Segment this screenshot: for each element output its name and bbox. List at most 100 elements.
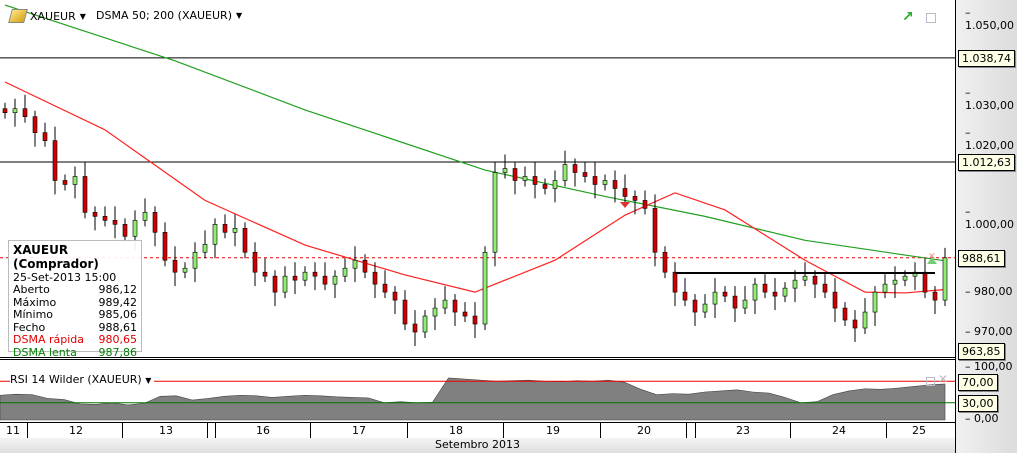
- candle: [412, 323, 418, 333]
- candle: [242, 228, 248, 253]
- dropdown-arrow-icon: ▼: [145, 376, 152, 385]
- trend-icon[interactable]: ↗: [902, 9, 914, 25]
- candle: [192, 251, 198, 269]
- candle: [852, 319, 858, 329]
- date-separator: [695, 423, 696, 438]
- info-value: 985,06: [98, 308, 138, 321]
- rsi-tag-lower: 30,00: [958, 395, 998, 412]
- candle: [302, 271, 308, 281]
- month-label: Setembro 2013: [0, 438, 955, 453]
- price-tag-low: 963,85: [958, 343, 1005, 360]
- date-separator: [407, 423, 408, 438]
- candle: [792, 279, 798, 289]
- candle: [422, 315, 428, 333]
- price-tick: – 1.000,00: [965, 205, 1014, 232]
- date-label: 25: [912, 424, 926, 437]
- candle: [212, 224, 218, 245]
- rsi-selector[interactable]: RSI 14 Wilder (XAUEUR) ▼: [10, 373, 155, 386]
- candle: [532, 176, 538, 185]
- maximize-icon[interactable]: [926, 13, 936, 23]
- info-label: Aberto: [13, 283, 50, 296]
- date-separator: [790, 423, 791, 438]
- candle: [552, 180, 558, 189]
- close-icon[interactable]: ✕: [938, 372, 949, 386]
- candle: [122, 224, 128, 237]
- info-value: 986,12: [98, 283, 138, 296]
- rsi-chart[interactable]: [0, 360, 955, 422]
- price-tag-line2: 1.012,63: [958, 154, 1015, 171]
- candle: [542, 184, 548, 189]
- candle: [372, 271, 378, 285]
- candle: [782, 287, 788, 297]
- candle: [32, 116, 38, 133]
- candle: [382, 283, 388, 293]
- maximize-icon[interactable]: [926, 377, 935, 386]
- candle: [602, 180, 608, 185]
- date-label: 24: [832, 424, 846, 437]
- candle: [512, 168, 518, 181]
- candle: [872, 291, 878, 313]
- candle: [622, 188, 628, 197]
- rsi-title: RSI 14 Wilder (XAUEUR): [10, 373, 142, 386]
- info-value: 987,86: [98, 345, 138, 359]
- candle: [112, 220, 118, 225]
- candle: [222, 224, 228, 233]
- candle: [702, 303, 708, 313]
- date-separator: [215, 423, 216, 438]
- candle: [202, 243, 208, 253]
- symbol-label: XAUEUR: [30, 9, 76, 23]
- buy-signal-icon: [927, 257, 937, 264]
- date-label: 17: [352, 424, 366, 437]
- candle: [472, 315, 478, 325]
- price-axis[interactable]: – 1.050,00 – 1.030,00 – 1.020,00 – 1.000,00…: [955, 0, 1017, 453]
- date-label: 18: [449, 424, 463, 437]
- candle: [752, 283, 758, 301]
- info-label: Fecho: [13, 320, 46, 334]
- rsi-tick: – 100,00: [965, 360, 1013, 373]
- date-label: 19: [546, 424, 560, 437]
- indicator-selector[interactable]: DSMA 50; 200 (XAUEUR) ▼: [96, 9, 242, 22]
- info-row: Aberto 986,12: [13, 283, 138, 297]
- date-separator: [27, 423, 28, 438]
- candle: [462, 311, 468, 317]
- candle: [902, 275, 908, 281]
- rsi-tick: – 0,00: [965, 412, 999, 425]
- candle: [142, 212, 148, 221]
- price-chart[interactable]: ✕: [0, 0, 955, 357]
- candle: [692, 299, 698, 313]
- candle: [892, 279, 898, 285]
- candle: [312, 271, 318, 277]
- candle: [162, 232, 168, 261]
- candle: [652, 208, 658, 253]
- candle: [402, 299, 408, 325]
- candle: [742, 299, 748, 309]
- candle: [22, 108, 28, 117]
- candle: [592, 176, 598, 185]
- candle: [722, 291, 728, 297]
- date-separator: [122, 423, 123, 438]
- date-axis: 11 12 13 16 17 18 19 20 23 24 25: [0, 422, 955, 439]
- candle: [492, 172, 498, 253]
- candle: [482, 251, 488, 325]
- candle: [12, 108, 18, 113]
- candle: [772, 291, 778, 297]
- date-separator: [503, 423, 504, 438]
- price-chart-panel[interactable]: ✕ XAUEUR ▼ DSMA 50; 200 (XAUEUR) ▼ ↗ XAUEU…: [0, 0, 955, 360]
- info-row: DSMA rápida 980,65: [13, 333, 137, 347]
- candle: [232, 228, 238, 233]
- info-value: 988,61: [98, 320, 138, 334]
- date-separator: [310, 423, 311, 438]
- candle: [862, 311, 868, 329]
- symbol-selector[interactable]: XAUEUR ▼: [8, 9, 86, 23]
- price-tick: – 1.030,00: [965, 85, 1014, 112]
- candle: [942, 257, 948, 301]
- cross-icon: ✕: [928, 252, 936, 262]
- price-tick: – 970,00: [965, 325, 1013, 338]
- rsi-panel[interactable]: RSI 14 Wilder (XAUEUR) ▼ ✕: [0, 360, 955, 422]
- candle: [842, 307, 848, 321]
- candle: [102, 216, 108, 221]
- candle: [732, 295, 738, 309]
- candle: [182, 267, 188, 273]
- candle: [812, 275, 818, 285]
- candle: [632, 196, 638, 201]
